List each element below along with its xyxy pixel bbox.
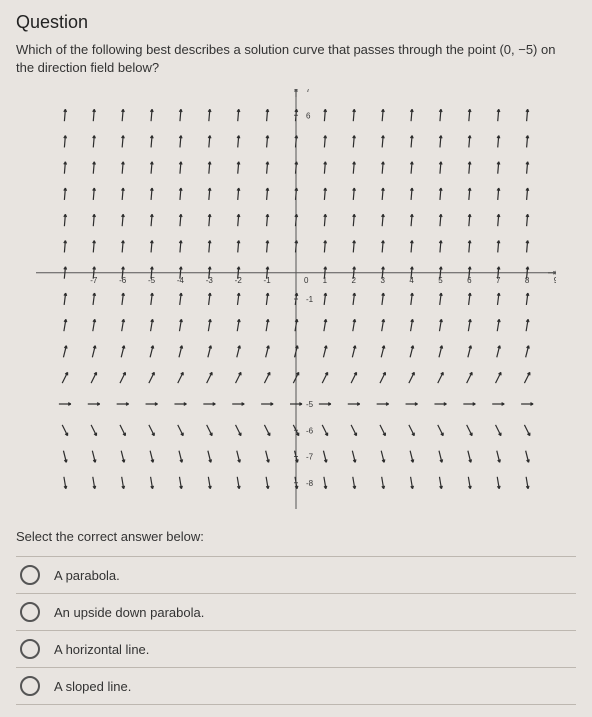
option-label: A parabola.	[54, 568, 120, 583]
svg-text:7: 7	[496, 276, 501, 285]
direction-field-svg: -7 -6 -5 -4 -3 -2 -1 0 1 2 3 4 5 6 7 8 9 -8 -7 -6 -5 -1 6 7	[36, 89, 556, 509]
svg-text:-8: -8	[306, 479, 314, 488]
question-heading: Question	[16, 12, 576, 33]
svg-text:4: 4	[409, 276, 414, 285]
option-parabola[interactable]: A parabola.	[16, 556, 576, 593]
svg-text:5: 5	[438, 276, 443, 285]
svg-text:-1: -1	[264, 276, 272, 285]
svg-text:6: 6	[467, 276, 472, 285]
option-horizontal-line[interactable]: A horizontal line.	[16, 630, 576, 667]
svg-text:1: 1	[323, 276, 328, 285]
option-label: A sloped line.	[54, 679, 131, 694]
svg-text:-2: -2	[235, 276, 243, 285]
direction-field-container: -7 -6 -5 -4 -3 -2 -1 0 1 2 3 4 5 6 7 8 9 -8 -7 -6 -5 -1 6 7	[16, 89, 576, 509]
answer-instruction: Select the correct answer below:	[16, 529, 576, 544]
svg-text:-3: -3	[206, 276, 214, 285]
option-label: A horizontal line.	[54, 642, 149, 657]
svg-text:9: 9	[554, 276, 556, 285]
question-prompt: Which of the following best describes a …	[16, 41, 576, 77]
radio-icon	[20, 565, 40, 585]
svg-text:0: 0	[304, 276, 309, 285]
svg-text:-7: -7	[90, 276, 98, 285]
radio-icon	[20, 676, 40, 696]
radio-icon	[20, 602, 40, 622]
radio-icon	[20, 639, 40, 659]
option-upside-down-parabola[interactable]: An upside down parabola.	[16, 593, 576, 630]
svg-text:6: 6	[306, 112, 311, 121]
options-list: A parabola. An upside down parabola. A h…	[16, 556, 576, 705]
svg-text:-1: -1	[306, 295, 314, 304]
svg-text:-5: -5	[148, 276, 156, 285]
svg-text:-6: -6	[306, 427, 314, 436]
svg-text:-5: -5	[306, 400, 314, 409]
svg-text:-4: -4	[177, 276, 185, 285]
option-label: An upside down parabola.	[54, 605, 204, 620]
svg-text:-6: -6	[119, 276, 127, 285]
svg-text:8: 8	[525, 276, 530, 285]
svg-text:-7: -7	[306, 453, 314, 462]
svg-text:7: 7	[306, 89, 311, 94]
svg-text:3: 3	[380, 276, 385, 285]
svg-text:2: 2	[352, 276, 357, 285]
